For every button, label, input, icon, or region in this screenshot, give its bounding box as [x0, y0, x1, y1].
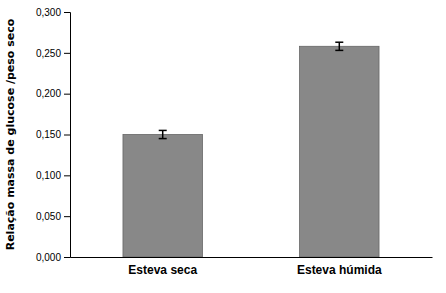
x-axis: Esteva seca Esteva húmida: [71, 257, 433, 277]
y-tick: 0,150: [36, 129, 70, 140]
y-tick-label: 0,050: [36, 211, 61, 222]
chart: 0,000 0,050 0,100 0,150 0,200 0,250 0,300 Estev…: [0, 0, 446, 293]
y-tick-mark: [64, 175, 70, 176]
x-tick: Esteva seca: [128, 257, 197, 277]
x-tick-label: Esteva seca: [128, 263, 197, 277]
error-cap: [159, 130, 167, 132]
plot: 0,000 0,050 0,100 0,150 0,200 0,250 0,300 Estev…: [36, 7, 433, 277]
y-tick-mark: [64, 12, 70, 13]
y-tick-label: 0,150: [36, 129, 61, 140]
error-cap: [159, 138, 167, 140]
y-axis-line: [64, 13, 71, 258]
y-tick: 0,100: [36, 170, 70, 181]
x-tick-label: Esteva húmida: [297, 263, 382, 277]
y-tick-mark: [64, 135, 70, 136]
y-tick: 0,000: [36, 252, 70, 263]
y-tick-mark: [64, 257, 70, 258]
y-tick: 0,300: [36, 7, 70, 18]
error-line: [339, 42, 341, 50]
y-tick-mark: [64, 94, 70, 95]
error-bar: [159, 130, 167, 138]
y-tick-label: 0,250: [36, 48, 61, 59]
y-axis: 0,000 0,050 0,100 0,150 0,200 0,250 0,300: [36, 7, 71, 263]
y-tick-label: 0,000: [36, 252, 61, 263]
error-cap: [335, 50, 343, 52]
y-tick-mark: [64, 53, 70, 54]
bar: [123, 135, 202, 258]
y-tick-label: 0,200: [36, 88, 61, 99]
error-bar: [335, 42, 343, 50]
x-tick: Esteva húmida: [297, 257, 382, 277]
error-cap: [335, 41, 343, 43]
bar: [300, 46, 379, 257]
y-tick: 0,200: [36, 88, 70, 99]
y-tick: 0,050: [36, 211, 70, 222]
y-tick-mark: [64, 216, 70, 217]
error-line: [162, 130, 164, 138]
y-tick: 0,250: [36, 48, 70, 59]
y-tick-label: 0,100: [36, 170, 61, 181]
x-axis-line: [71, 257, 433, 258]
y-tick-label: 0,300: [36, 7, 61, 18]
marks: [123, 42, 379, 257]
y-axis-title: Relação massa de glucose /peso seco: [4, 18, 17, 250]
